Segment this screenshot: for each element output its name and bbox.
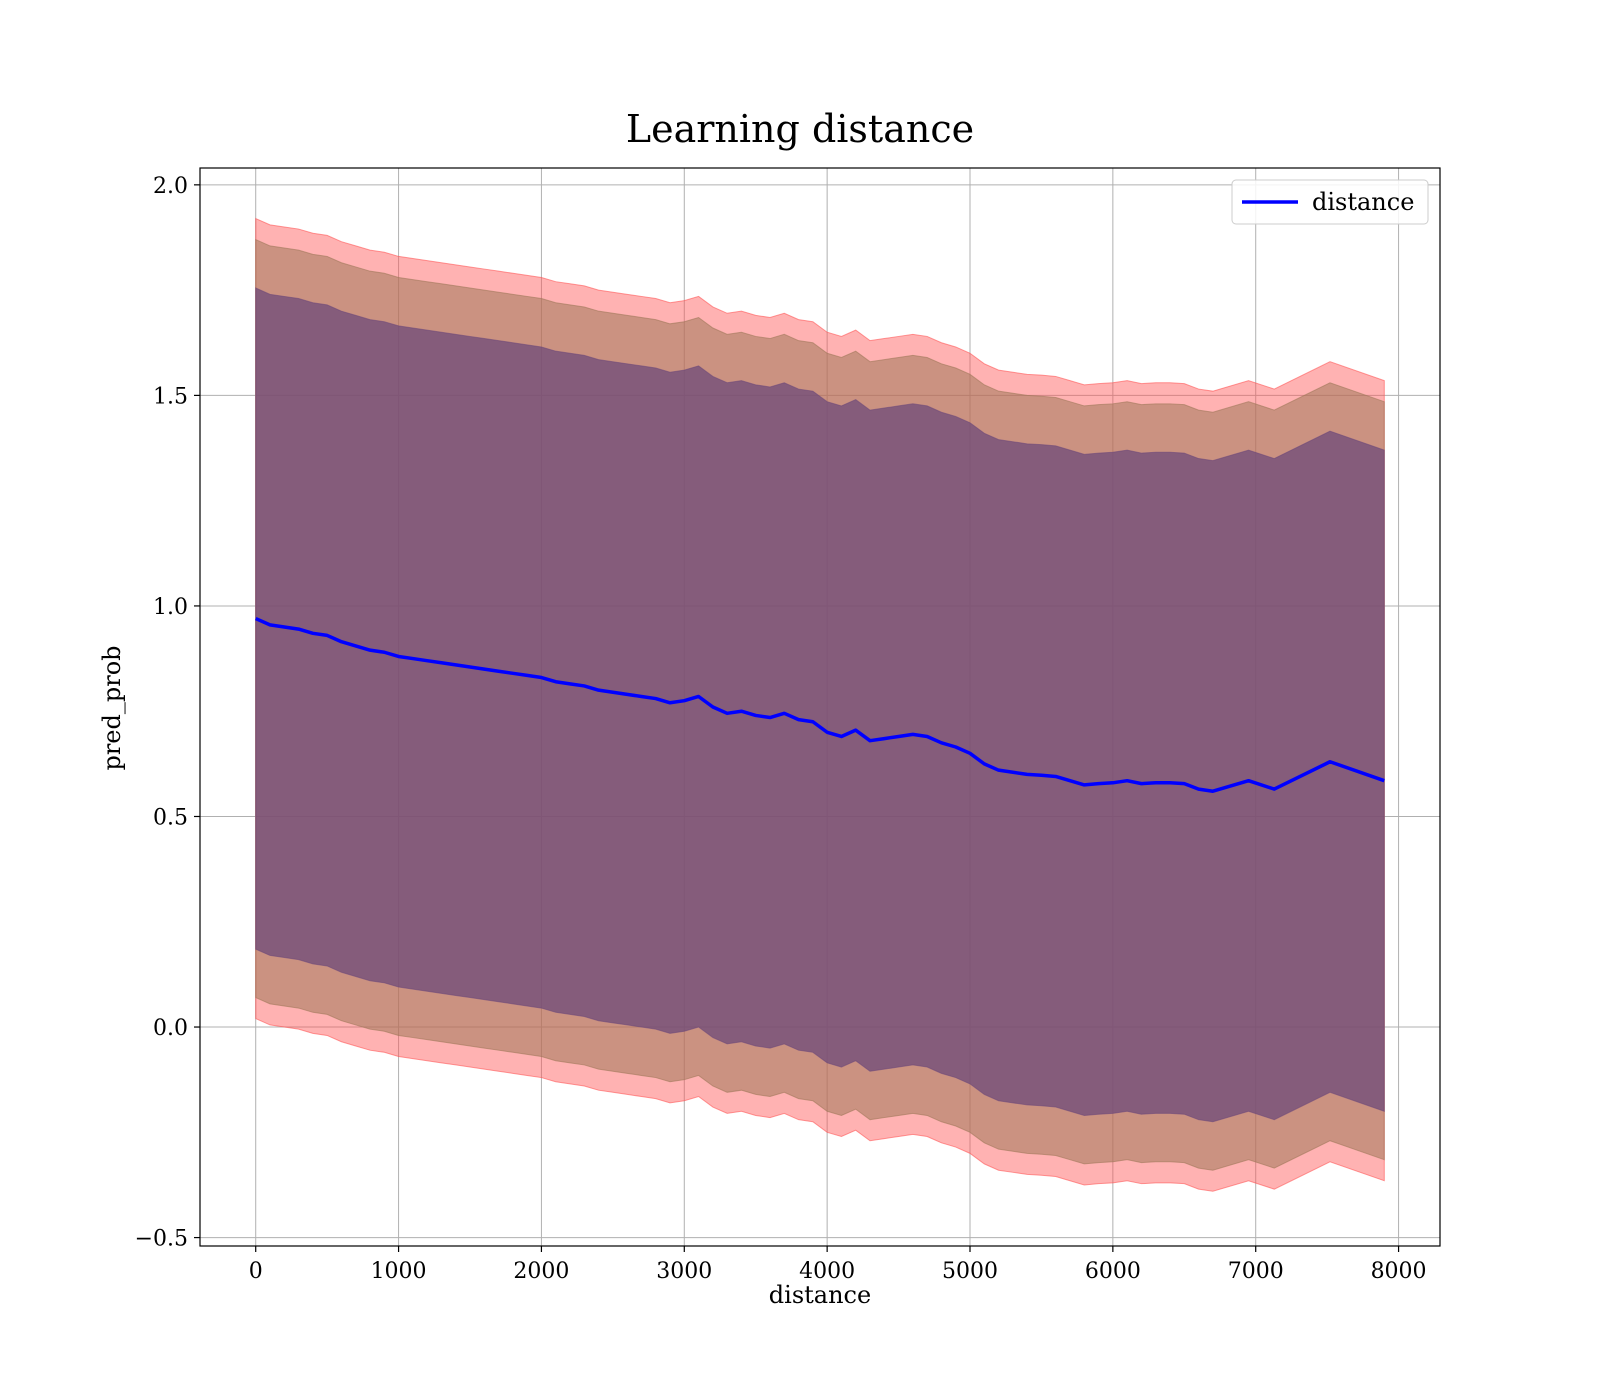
y-tick-label: 2.0 [153, 174, 188, 199]
x-tick-label: 1000 [371, 1259, 427, 1284]
x-axis-ticks: 0 1000 2000 3000 4000 5000 6000 7000 8000 [249, 1246, 1427, 1284]
legend-box [1231, 179, 1429, 225]
series-lines [255, 616, 1385, 793]
legend-label-distance: distance [1312, 188, 1414, 216]
x-tick-label: 6000 [1085, 1259, 1141, 1284]
x-axis-label: distance [769, 1281, 871, 1309]
y-tick-label: 1.0 [153, 595, 188, 620]
y-tick-label: 0.5 [153, 805, 188, 830]
y-axis-ticks: −0.5 0.0 0.5 1.0 1.5 2.0 [135, 174, 200, 1252]
y-axis-label: pred_prob [98, 645, 126, 770]
chart-title: Learning distance [626, 107, 974, 151]
x-tick-label: 7000 [1228, 1259, 1284, 1284]
x-tick-label: 2000 [513, 1259, 569, 1284]
y-tick-label: 0.0 [153, 1016, 188, 1041]
band-inner [255, 287, 1385, 1123]
plot-frame [199, 167, 1441, 1247]
x-tick-label: 3000 [656, 1259, 712, 1284]
x-tick-label: 5000 [942, 1259, 998, 1284]
x-tick-label: 8000 [1371, 1259, 1427, 1284]
legend: distance [1231, 179, 1429, 225]
x-tick-label: 4000 [799, 1259, 855, 1284]
plot-border [199, 167, 1441, 1247]
confidence-bands [255, 217, 1385, 1192]
x-tick-label: 0 [249, 1259, 263, 1284]
y-tick-label: 1.5 [153, 384, 188, 409]
series-line-distance [255, 616, 1385, 793]
y-tick-label: −0.5 [135, 1227, 188, 1252]
